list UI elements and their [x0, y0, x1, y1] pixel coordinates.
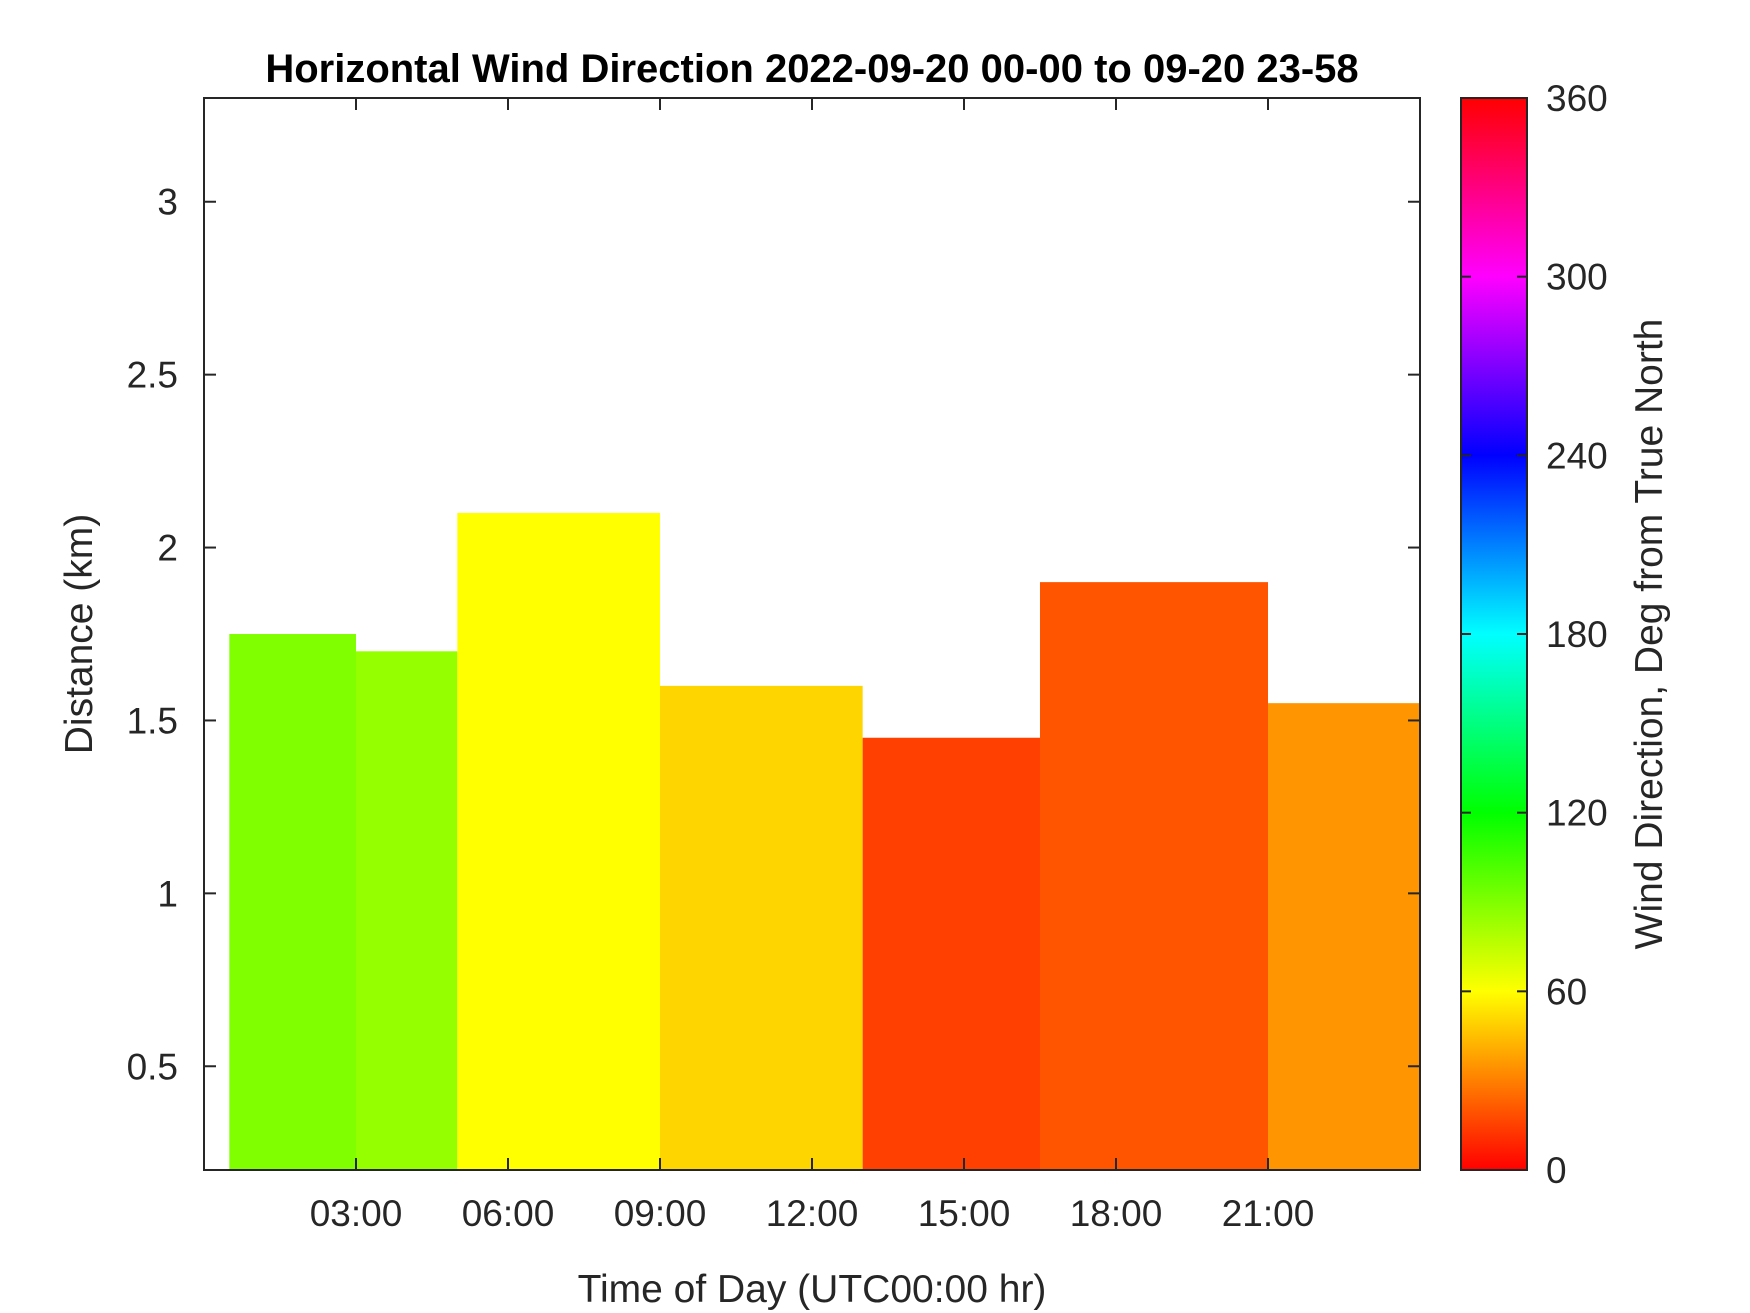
data-region-4 [660, 685, 863, 1170]
plot-area [229, 512, 1420, 1170]
chart-title: Horizontal Wind Direction 2022-09-20 00-… [265, 47, 1358, 91]
x-axis-label: Time of Day (UTC00:00 hr) [578, 1268, 1047, 1311]
x-tick-label: 06:00 [462, 1193, 555, 1234]
y-tick-label: 3 [157, 182, 178, 223]
colorbar-tick-label: 60 [1546, 971, 1587, 1012]
y-tick-label: 2.5 [127, 355, 178, 396]
data-region-1 [229, 634, 356, 1170]
colorbar-tick-label: 120 [1546, 793, 1608, 834]
colorbar-tick-label: 180 [1546, 614, 1608, 655]
y-axis: 0.5 1 1.5 2 2.5 3 [127, 182, 1420, 1087]
colorbar-axis: 0 60 120 180 240 300 360 [1461, 78, 1608, 1191]
data-region-5 [862, 737, 1040, 1170]
y-axis-label: Distance (km) [58, 514, 101, 755]
x-tick-label: 21:00 [1222, 1193, 1315, 1234]
data-region-3 [457, 512, 660, 1170]
y-tick-label: 2 [157, 528, 178, 569]
colorbar-tick-label: 0 [1546, 1150, 1567, 1191]
x-tick-label: 03:00 [310, 1193, 403, 1234]
x-tick-label: 18:00 [1070, 1193, 1163, 1234]
y-tick-label: 1 [157, 873, 178, 914]
x-tick-label: 15:00 [918, 1193, 1011, 1234]
colorbar [1460, 97, 1528, 1171]
data-region-2 [356, 651, 458, 1170]
colorbar-label: Wind Direction, Deg from True North [1628, 319, 1671, 950]
colorbar-tick-label: 240 [1546, 435, 1608, 476]
data-region-6 [1040, 582, 1268, 1170]
x-tick-label: 09:00 [614, 1193, 707, 1234]
y-tick-label: 0.5 [127, 1046, 178, 1087]
data-region-7 [1268, 703, 1420, 1170]
colorbar-tick-label: 300 [1546, 257, 1608, 298]
x-tick-label: 12:00 [766, 1193, 859, 1234]
x-axis: 03:00 06:00 09:00 12:00 15:00 18:00 21:00 [310, 98, 1315, 1234]
y-tick-label: 1.5 [127, 700, 178, 741]
colorbar-tick-label: 360 [1546, 78, 1608, 119]
